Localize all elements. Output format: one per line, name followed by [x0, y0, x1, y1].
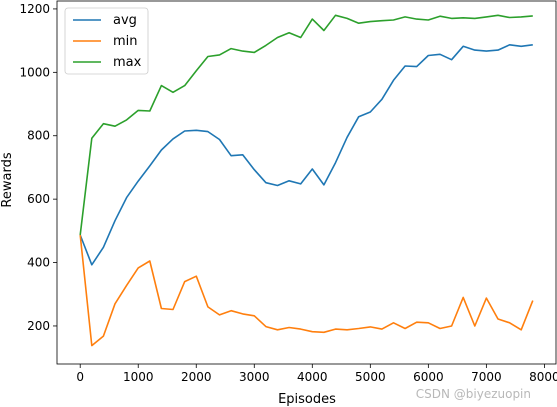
- x-tick-label: 8000: [529, 370, 557, 384]
- y-tick-label: 1200: [19, 2, 50, 16]
- plot-area: [56, 0, 557, 365]
- x-tick-label: 4000: [297, 370, 328, 384]
- x-tick-label: 0: [76, 370, 84, 384]
- x-tick-label: 6000: [413, 370, 444, 384]
- legend-label-min: min: [113, 34, 138, 49]
- y-tick-label: 400: [27, 256, 50, 270]
- y-tick-label: 600: [27, 192, 50, 206]
- series-line-max: [79, 14, 533, 236]
- y-tick-label: 800: [27, 129, 50, 143]
- x-axis-label: Episodes: [278, 392, 336, 407]
- series-line-min: [79, 234, 534, 347]
- plot-frame: [56, 0, 557, 365]
- x-tick-label: 5000: [355, 370, 386, 384]
- x-axis-ticks: 0 1000 2000 3000 4000 5000 6000 7000 8000: [76, 364, 557, 384]
- series-line-avg: [79, 43, 533, 266]
- legend-box: [64, 7, 149, 75]
- x-tick-label: 1000: [123, 370, 154, 384]
- legend-label-avg: avg: [113, 13, 137, 28]
- x-tick-label: 2000: [181, 370, 212, 384]
- y-axis-label: Rewards: [0, 152, 15, 207]
- legend: avg min max: [64, 7, 149, 75]
- legend-label-max: max: [113, 55, 142, 70]
- watermark: CSDN @biyezuopin: [415, 387, 531, 401]
- x-tick-label: 7000: [471, 370, 502, 384]
- y-tick-label: 1000: [19, 65, 50, 79]
- series-layer: [79, 14, 534, 347]
- y-tick-label: 200: [27, 319, 50, 333]
- x-tick-label: 3000: [239, 370, 270, 384]
- y-axis-ticks: 200 400 600 800 1000 1200: [19, 2, 57, 333]
